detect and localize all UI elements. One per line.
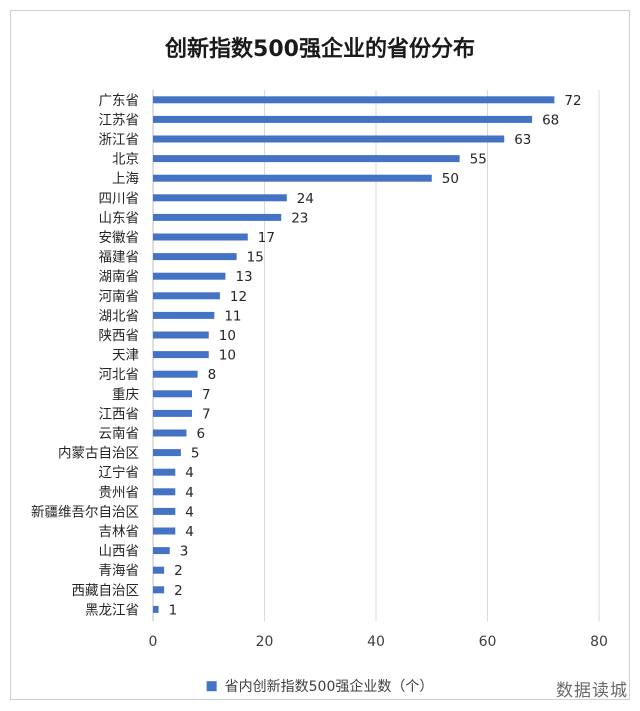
data-label: 12 [230,289,247,305]
data-label: 72 [564,93,581,109]
data-label: 6 [196,426,205,442]
category-label: 云南省 [99,426,140,442]
data-label: 11 [224,308,241,324]
bar [153,96,555,104]
data-label: 5 [191,446,200,462]
data-label: 1 [169,602,178,618]
bar [153,272,226,280]
legend-swatch [206,681,217,692]
data-label: 24 [297,191,314,207]
data-label: 3 [180,544,189,560]
chart-frame [10,10,630,700]
category-label: 四川省 [99,191,140,207]
bar [153,351,209,359]
data-label: 2 [174,563,183,579]
x-tick-label: 80 [590,634,608,650]
category-label: 江苏省 [99,112,140,128]
bar [153,174,432,182]
category-label: 青海省 [99,563,140,579]
category-label: 山东省 [99,210,140,226]
data-label: 7 [202,387,211,403]
category-label: 湖北省 [99,308,140,324]
bar [153,135,505,143]
bar [153,507,176,515]
category-label: 辽宁省 [99,464,140,481]
data-label: 13 [235,269,252,285]
category-label: 内蒙古自治区 [58,446,139,462]
data-label: 17 [258,230,275,246]
bar [153,370,198,378]
bar [153,390,193,398]
bar [153,331,209,339]
bar [153,194,287,202]
data-label: 68 [542,112,559,128]
category-label: 黑龙江省 [85,602,139,618]
category-label: 北京 [112,152,139,168]
category-label: 上海 [112,171,139,187]
bar [153,233,248,241]
category-label: 新疆维吾尔自治区 [31,504,139,520]
category-label: 江西省 [99,406,140,422]
bar [153,115,533,123]
bar [153,468,176,476]
data-label: 15 [247,250,264,266]
data-label: 63 [514,132,531,148]
bar [153,253,237,261]
data-label: 10 [219,348,236,364]
category-label: 湖南省 [99,269,140,285]
bar [153,547,170,555]
category-label: 福建省 [99,250,140,266]
bar [153,292,220,300]
bar [153,155,460,163]
category-label: 河北省 [99,367,140,383]
category-label: 浙江省 [99,132,140,148]
watermark: 数据读城 [556,681,628,701]
category-label: 安徽省 [99,230,140,246]
category-label: 天津 [112,348,139,364]
chart-title: 创新指数500强企业的省份分布 [164,36,475,62]
x-tick-label: 20 [256,634,274,650]
data-label: 23 [291,210,308,226]
bar [153,586,165,594]
bar [153,527,176,535]
bar [153,429,187,437]
bar [153,605,159,613]
data-label: 4 [185,465,194,481]
category-label: 陕西省 [99,328,140,344]
category-label: 广东省 [99,93,140,109]
data-label: 4 [185,524,194,540]
category-label: 河南省 [99,289,140,305]
data-label: 10 [219,328,236,344]
category-label: 西藏自治区 [72,583,140,599]
category-label: 山西省 [99,544,140,560]
category-label: 吉林省 [99,524,140,540]
bar [153,213,282,221]
bar [153,311,215,319]
bar [153,409,193,417]
x-tick-label: 40 [367,634,385,650]
data-label: 4 [185,504,194,520]
bar [153,488,176,496]
data-label: 50 [442,171,459,187]
data-label: 7 [202,406,211,422]
bar [153,449,181,457]
data-label: 2 [174,583,183,599]
category-label: 贵州省 [99,485,140,501]
data-label: 55 [470,152,487,168]
x-tick-label: 60 [479,634,497,650]
x-tick-label: 0 [149,634,158,650]
data-label: 8 [208,367,217,383]
legend-label: 省内创新指数500强企业数（个） [225,678,434,695]
category-label: 重庆 [112,387,139,403]
data-label: 4 [185,485,194,501]
bar [153,566,165,574]
